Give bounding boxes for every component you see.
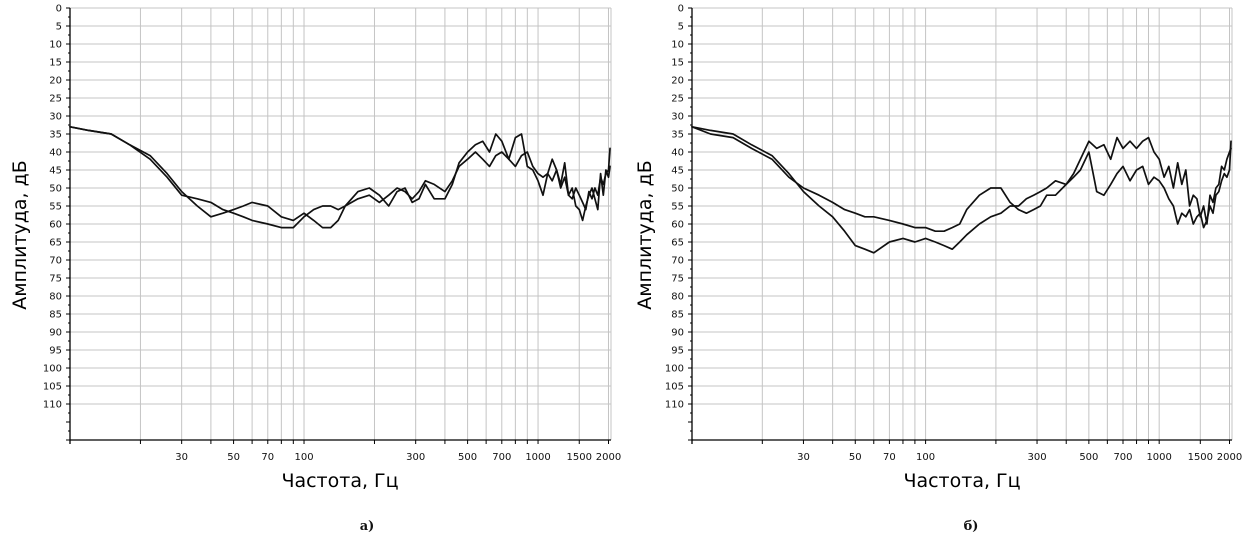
x-tick-label: 300 (406, 452, 425, 463)
y-tick-label: 85 (671, 310, 684, 321)
x-tick-label: 700 (1113, 452, 1132, 463)
y-tick-label: 65 (49, 238, 62, 249)
y-tick-label: 25 (671, 94, 684, 105)
x-tick-label: 1000 (1146, 452, 1171, 463)
x-tick-label: 1500 (567, 452, 592, 463)
y-tick-label: 90 (671, 328, 684, 339)
y-tick-label: 95 (49, 346, 62, 357)
panel-label-a: а) (359, 519, 375, 534)
series-line-1 (69, 125, 611, 229)
y-tick-label: 70 (49, 256, 62, 267)
y-tick-label: 20 (671, 76, 684, 87)
y-tick-label: 15 (671, 58, 684, 69)
y-tick-label: 90 (49, 328, 62, 339)
y-tick-label: 75 (49, 274, 62, 285)
y-tick-label: 60 (49, 220, 62, 231)
y-tick-label: 50 (49, 184, 62, 195)
y-axis-title: Амплитуда, дБ (9, 160, 31, 310)
y-axis-title: Амплитуда, дБ (634, 160, 656, 310)
y-tick-label: 55 (49, 202, 62, 213)
grid (70, 7, 612, 441)
y-tick-label: 70 (671, 256, 684, 267)
y-tick-label: 30 (49, 112, 62, 123)
y-tick-label: 0 (56, 4, 62, 15)
y-tick-label: 80 (671, 292, 684, 303)
y-tick-label: 0 (678, 4, 684, 15)
y-tick-label: 95 (671, 346, 684, 357)
grid (692, 7, 1233, 441)
x-tick-label: 50 (849, 452, 862, 463)
x-tick-label: 70 (261, 452, 274, 463)
y-tick-label: 80 (49, 292, 62, 303)
y-tick-label: 105 (43, 382, 62, 393)
x-tick-label: 300 (1027, 452, 1046, 463)
y-tick-label: 100 (43, 364, 62, 375)
y-tick-label: 5 (678, 22, 684, 33)
y-tick-label: 40 (49, 148, 62, 159)
x-tick-label: 50 (227, 452, 240, 463)
y-tick-label: 55 (671, 202, 684, 213)
y-tick-label: 110 (665, 400, 684, 411)
x-tick-label: 70 (883, 452, 896, 463)
chart-panel-a: 0 5 10 15 20 25 30 35 40 45 50 55 60 65 70 75 80 85 90 95 10… (9, 4, 621, 493)
y-tick-label: 85 (49, 310, 62, 321)
y-tick-label: 10 (671, 40, 684, 51)
series-line-1 (691, 125, 1232, 254)
x-axis-title: Частота, Гц (903, 470, 1020, 492)
x-tick-label: 30 (797, 452, 810, 463)
y-tick-label: 30 (671, 112, 684, 123)
y-tick-label: 10 (49, 40, 62, 51)
y-tick-label: 20 (49, 76, 62, 87)
y-tick-label: 100 (665, 364, 684, 375)
y-tick-label: 65 (671, 238, 684, 249)
series-line-2 (691, 125, 1232, 233)
y-tick-label: 40 (671, 148, 684, 159)
y-tick-label: 35 (49, 130, 62, 141)
x-tick-label: 2000 (1217, 452, 1242, 463)
y-tick-label: 35 (671, 130, 684, 141)
x-axis-title: Частота, Гц (281, 470, 398, 492)
x-tick-label: 30 (175, 452, 188, 463)
y-tick-label: 25 (49, 94, 62, 105)
y-tick-label: 60 (671, 220, 684, 231)
y-tick-label: 110 (43, 400, 62, 411)
y-tick-label: 105 (665, 382, 684, 393)
y-tick-label: 75 (671, 274, 684, 285)
series-line-2 (69, 125, 611, 229)
x-tick-label: 500 (1079, 452, 1098, 463)
x-tick-label: 700 (492, 452, 511, 463)
chart-panel-b: 0 5 10 15 20 25 30 35 40 45 50 55 60 65 70 75 80 85 90 95 10… (634, 4, 1242, 493)
y-tick-label: 45 (49, 166, 62, 177)
x-tick-label: 100 (294, 452, 313, 463)
x-tick-label: 100 (916, 452, 935, 463)
panel-label-b: б) (963, 519, 979, 534)
y-tick-label: 50 (671, 184, 684, 195)
x-tick-label: 1000 (525, 452, 550, 463)
x-tick-label: 500 (458, 452, 477, 463)
y-tick-label: 15 (49, 58, 62, 69)
x-tick-label: 1500 (1188, 452, 1213, 463)
y-tick-label: 45 (671, 166, 684, 177)
y-tick-label: 5 (56, 22, 62, 33)
x-tick-label: 2000 (596, 452, 621, 463)
